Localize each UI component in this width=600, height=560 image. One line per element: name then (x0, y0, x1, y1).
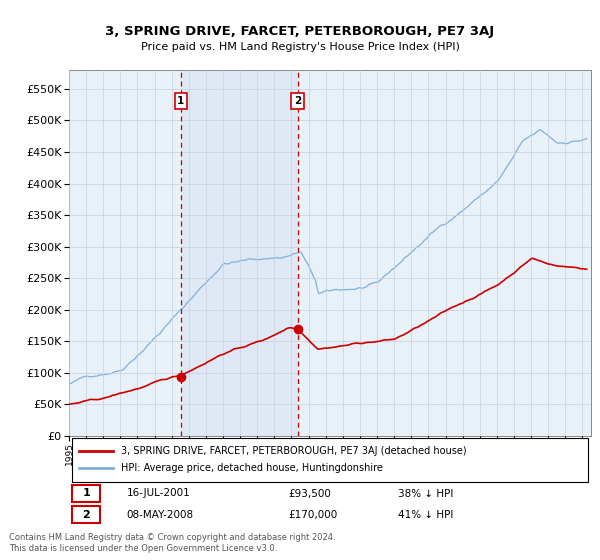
FancyBboxPatch shape (71, 486, 100, 502)
Text: Contains HM Land Registry data © Crown copyright and database right 2024.
This d: Contains HM Land Registry data © Crown c… (9, 533, 335, 553)
FancyBboxPatch shape (71, 438, 589, 482)
Text: Price paid vs. HM Land Registry's House Price Index (HPI): Price paid vs. HM Land Registry's House … (140, 42, 460, 52)
Text: 2: 2 (82, 510, 90, 520)
Bar (181, 70, 298, 436)
FancyBboxPatch shape (71, 506, 100, 523)
Text: HPI: Average price, detached house, Huntingdonshire: HPI: Average price, detached house, Hunt… (121, 464, 383, 473)
Text: 38% ↓ HPI: 38% ↓ HPI (398, 488, 453, 498)
Text: 41% ↓ HPI: 41% ↓ HPI (398, 510, 453, 520)
Text: 2: 2 (294, 96, 301, 106)
Text: 1: 1 (178, 96, 185, 106)
Text: 16-JUL-2001: 16-JUL-2001 (127, 488, 190, 498)
Text: 1: 1 (82, 488, 90, 498)
Text: 3, SPRING DRIVE, FARCET, PETERBOROUGH, PE7 3AJ (detached house): 3, SPRING DRIVE, FARCET, PETERBOROUGH, P… (121, 446, 467, 456)
Text: 08-MAY-2008: 08-MAY-2008 (127, 510, 194, 520)
Text: 3, SPRING DRIVE, FARCET, PETERBOROUGH, PE7 3AJ: 3, SPRING DRIVE, FARCET, PETERBOROUGH, P… (106, 25, 494, 38)
Text: £93,500: £93,500 (288, 488, 331, 498)
Text: £170,000: £170,000 (288, 510, 337, 520)
